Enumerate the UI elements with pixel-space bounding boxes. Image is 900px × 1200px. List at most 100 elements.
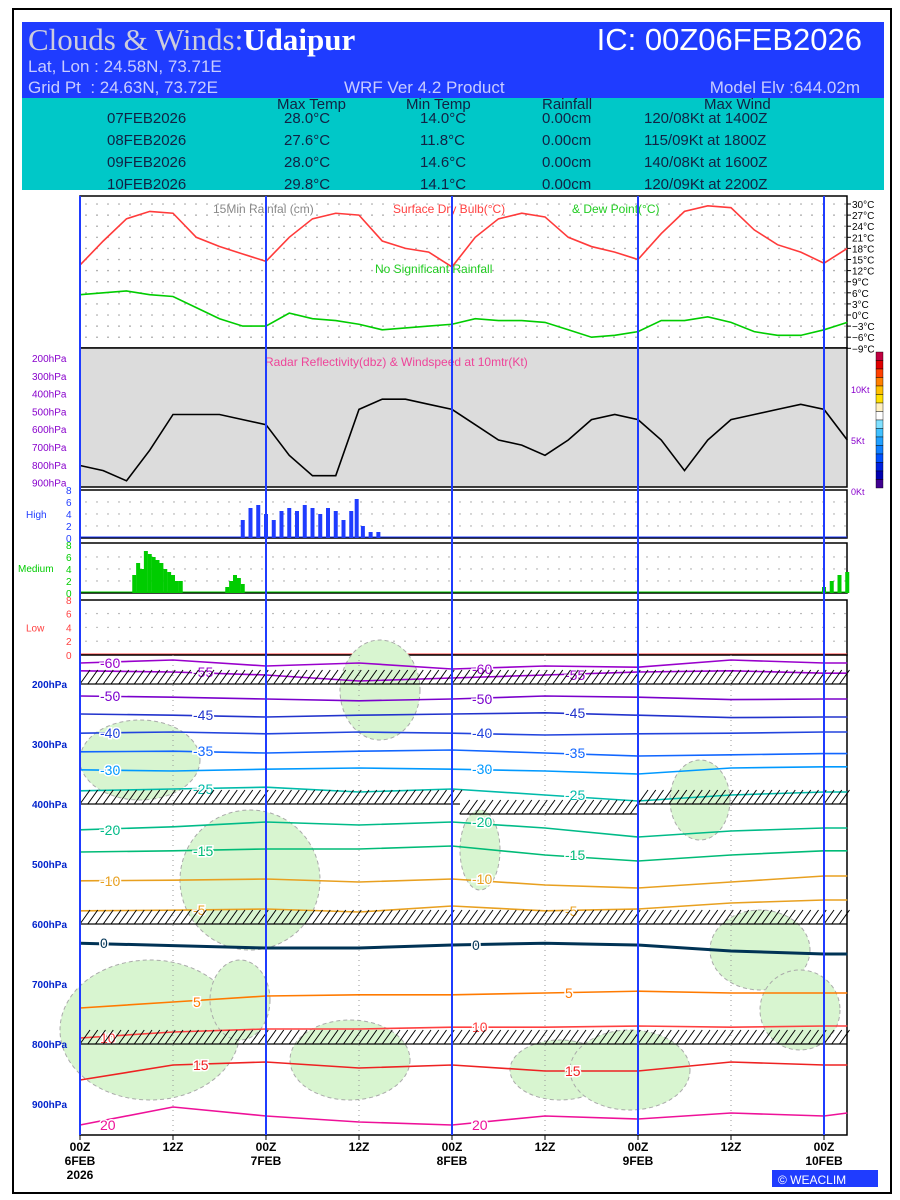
grid-dot bbox=[129, 314, 131, 316]
wind-tick-label: 10Kt bbox=[851, 385, 870, 395]
wind-barb bbox=[110, 909, 122, 925]
grid-dot bbox=[316, 247, 318, 250]
grid-dot bbox=[833, 640, 835, 642]
grid-dot bbox=[371, 336, 373, 339]
grid-dot bbox=[173, 525, 175, 527]
grid-dot bbox=[679, 292, 681, 294]
grid-dot bbox=[129, 513, 131, 515]
grid-dot bbox=[525, 314, 527, 316]
grid-dot bbox=[239, 513, 241, 515]
grid-dot bbox=[459, 203, 461, 205]
grid-dot bbox=[657, 626, 659, 629]
grid-dot bbox=[173, 640, 175, 642]
grid-dot bbox=[624, 292, 626, 294]
grid-dot bbox=[316, 556, 318, 558]
grid-dot bbox=[162, 525, 164, 527]
pressure-label: 200hPa bbox=[32, 680, 67, 691]
grid-dot bbox=[371, 214, 373, 216]
grid-dot bbox=[316, 525, 318, 527]
grid-dot bbox=[679, 612, 681, 615]
grid-dot bbox=[107, 580, 109, 582]
grid-dot bbox=[129, 626, 131, 629]
grid-dot bbox=[778, 556, 780, 558]
grid-dot bbox=[811, 203, 813, 205]
grid-dot bbox=[525, 292, 527, 294]
temp-tick-label: −9°C bbox=[852, 344, 875, 355]
grid-dot bbox=[305, 269, 307, 272]
wind-barb bbox=[335, 669, 347, 685]
grid-dot bbox=[415, 314, 417, 316]
grid-dot bbox=[481, 236, 483, 239]
grid-dot bbox=[261, 203, 263, 205]
grid-dot bbox=[338, 513, 340, 515]
grid-dot bbox=[162, 258, 164, 261]
isotherm--50 bbox=[79, 695, 848, 702]
grid-dot bbox=[503, 247, 505, 250]
grid-dot bbox=[569, 258, 571, 261]
grid-dot bbox=[591, 303, 593, 305]
grid-dot bbox=[767, 612, 769, 615]
grid-dot bbox=[514, 513, 516, 515]
wind-barb bbox=[606, 909, 618, 925]
grid-dot bbox=[349, 336, 351, 339]
grid-dot bbox=[723, 525, 725, 527]
grid-dot bbox=[272, 513, 274, 515]
grid-dot bbox=[756, 580, 758, 582]
wind-barb bbox=[374, 669, 385, 685]
wind-barb bbox=[180, 909, 192, 925]
wind-barb bbox=[102, 669, 114, 685]
grid-dot bbox=[228, 214, 230, 216]
grid-dot bbox=[173, 280, 175, 283]
grid-dot bbox=[162, 612, 164, 615]
grid-dot bbox=[767, 203, 769, 205]
grid-dot bbox=[536, 513, 538, 515]
isotherm-label: -35 bbox=[565, 745, 585, 761]
series-surface-dry-bulb bbox=[79, 205, 848, 268]
grid-dot bbox=[712, 203, 714, 205]
wind-barb bbox=[637, 909, 649, 925]
grid-dot bbox=[470, 525, 472, 527]
daily-summary-table: Max Temp Min Temp Rainfall Max Wind 07FE… bbox=[22, 96, 884, 193]
grid-dot bbox=[481, 258, 483, 261]
wind-barb bbox=[560, 799, 571, 815]
grid-dot bbox=[404, 258, 406, 261]
grid-dot bbox=[426, 236, 428, 239]
grid-dot bbox=[129, 258, 131, 261]
grid-dot bbox=[250, 612, 252, 615]
grid-dot bbox=[745, 214, 747, 216]
grid-dot bbox=[107, 336, 109, 339]
medium-cloud-bar bbox=[225, 587, 230, 593]
grid-dot bbox=[184, 556, 186, 558]
grid-dot bbox=[503, 214, 505, 216]
grid-dot bbox=[635, 325, 637, 327]
grid-dot bbox=[657, 225, 659, 227]
high-cloud-bar bbox=[326, 508, 330, 538]
grid-dot bbox=[734, 336, 736, 339]
grid-dot bbox=[613, 580, 615, 582]
grid-dot bbox=[404, 280, 406, 283]
grid-dot bbox=[547, 501, 549, 503]
wind-barb bbox=[482, 1029, 494, 1045]
grid-dot bbox=[481, 513, 483, 515]
grid-dot bbox=[426, 336, 428, 339]
wind-barb bbox=[544, 799, 556, 815]
temp-tick-label: 30°C bbox=[852, 200, 874, 211]
grid-dot bbox=[316, 513, 318, 515]
grid-dot bbox=[437, 225, 439, 227]
grid-dot bbox=[767, 258, 769, 261]
grid-dot bbox=[536, 325, 538, 327]
wind-barb bbox=[288, 1029, 300, 1045]
grid-dot bbox=[712, 314, 714, 316]
grid-dot bbox=[723, 513, 725, 515]
grid-dot bbox=[151, 513, 153, 515]
grid-dot bbox=[184, 292, 186, 294]
grid-dot bbox=[767, 525, 769, 527]
wind-barb bbox=[606, 669, 618, 685]
grid-dot bbox=[701, 225, 703, 227]
grid-dot bbox=[580, 292, 582, 294]
wind-barb bbox=[784, 1029, 796, 1045]
grid-dot bbox=[206, 568, 208, 570]
grid-dot bbox=[283, 612, 285, 615]
wind-barb bbox=[831, 669, 843, 685]
wind-barb bbox=[157, 1029, 168, 1045]
